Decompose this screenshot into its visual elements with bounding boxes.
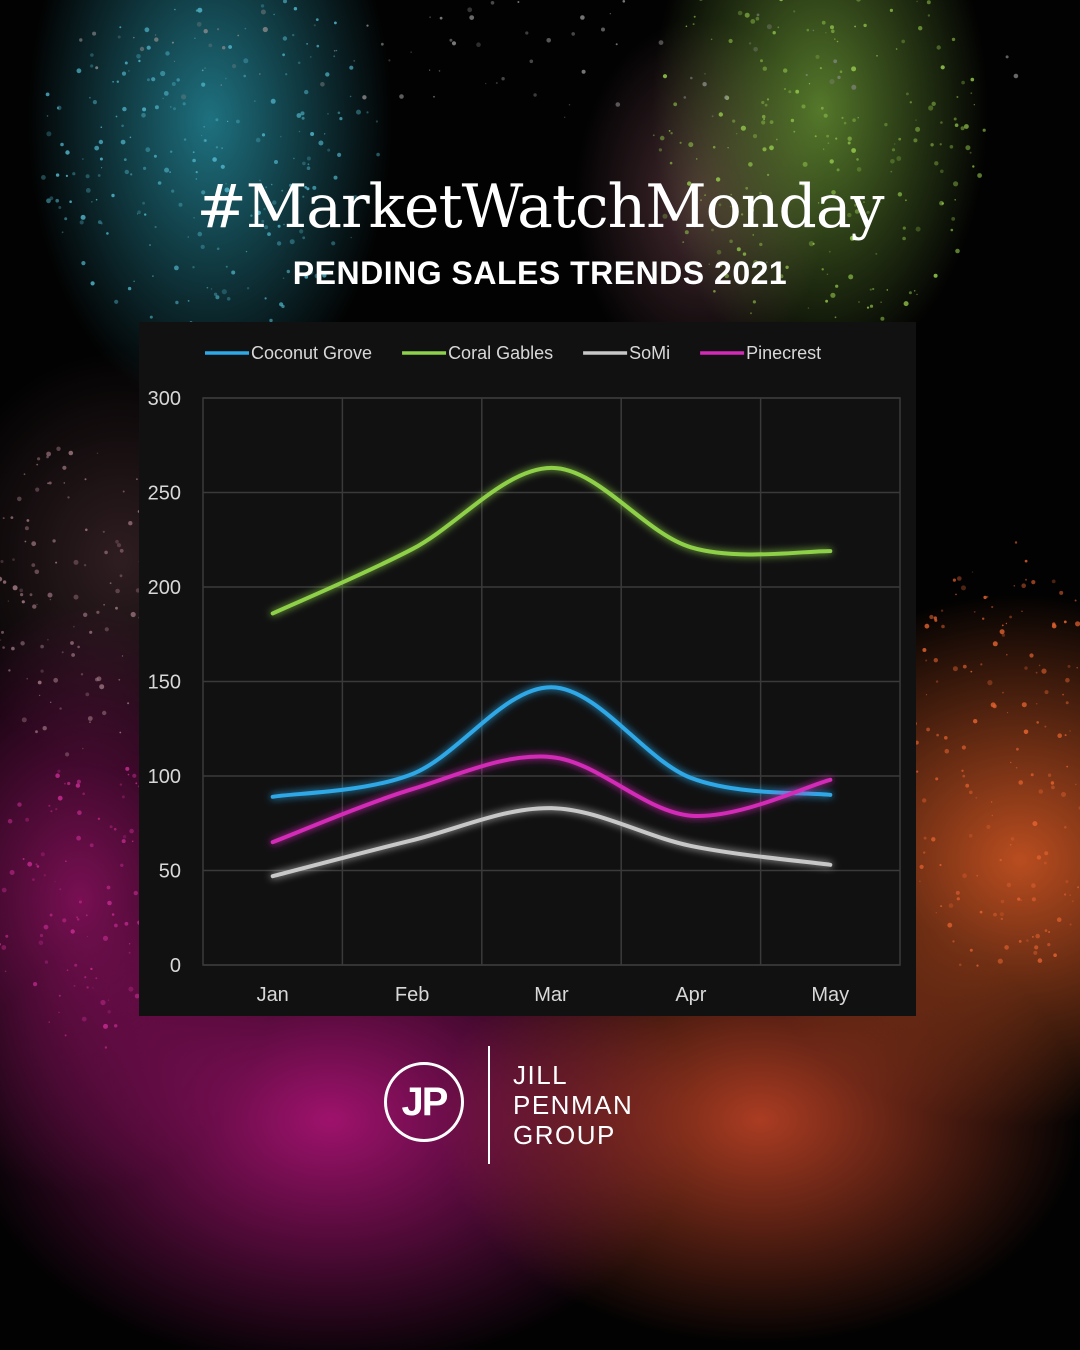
series-line-somi bbox=[270, 806, 833, 879]
x-tick-label: May bbox=[811, 984, 849, 1006]
company-logo: JP JILL PENMAN GROUP bbox=[382, 1046, 702, 1166]
page-subtitle: PENDING SALES TRENDS 2021 bbox=[292, 255, 788, 291]
series-line-pinecrest bbox=[270, 754, 833, 845]
logo-line-3: GROUP bbox=[513, 1120, 616, 1150]
chart-legend: Coconut Grove Coral Gables SoMi Pinecrest bbox=[205, 343, 821, 363]
y-tick-label: 50 bbox=[159, 861, 181, 883]
legend-label-coral-gables: Coral Gables bbox=[448, 343, 553, 363]
chart-series bbox=[270, 465, 833, 879]
line-chart: 0 50 100 150 200 250 300 Jan Feb Mar Apr May Coconu… bbox=[148, 343, 901, 1006]
series-line-coral-gables bbox=[270, 465, 833, 616]
x-tick-label: Mar bbox=[534, 984, 569, 1006]
logo-monogram: JP bbox=[384, 1062, 464, 1142]
y-tick-label: 300 bbox=[148, 388, 181, 410]
x-tick-label: Jan bbox=[257, 984, 289, 1006]
y-tick-label: 0 bbox=[170, 955, 181, 977]
y-tick-label: 100 bbox=[148, 766, 181, 788]
legend-label-somi: SoMi bbox=[629, 343, 670, 363]
chart-axis-ticks: 0 50 100 150 200 250 300 Jan Feb Mar Apr May bbox=[148, 388, 850, 1006]
legend-label-coconut-grove: Coconut Grove bbox=[251, 343, 372, 363]
chart-panel: 0 50 100 150 200 250 300 Jan Feb Mar Apr May Coconu… bbox=[139, 322, 916, 1016]
x-tick-label: Feb bbox=[395, 984, 429, 1006]
legend-label-pinecrest: Pinecrest bbox=[746, 343, 821, 363]
logo-wordmark: JILL PENMAN GROUP bbox=[513, 1060, 633, 1150]
logo-divider bbox=[488, 1046, 490, 1164]
series-line-coconut-grove bbox=[270, 685, 833, 799]
logo-line-1: JILL bbox=[513, 1060, 569, 1090]
logo-line-2: PENMAN bbox=[513, 1090, 634, 1120]
y-tick-label: 200 bbox=[148, 577, 181, 599]
x-tick-label: Apr bbox=[675, 984, 706, 1006]
y-tick-label: 250 bbox=[148, 483, 181, 505]
chart-gridlines bbox=[202, 397, 901, 966]
y-tick-label: 150 bbox=[148, 672, 181, 694]
page-title: #MarketWatchMonday bbox=[196, 172, 885, 242]
